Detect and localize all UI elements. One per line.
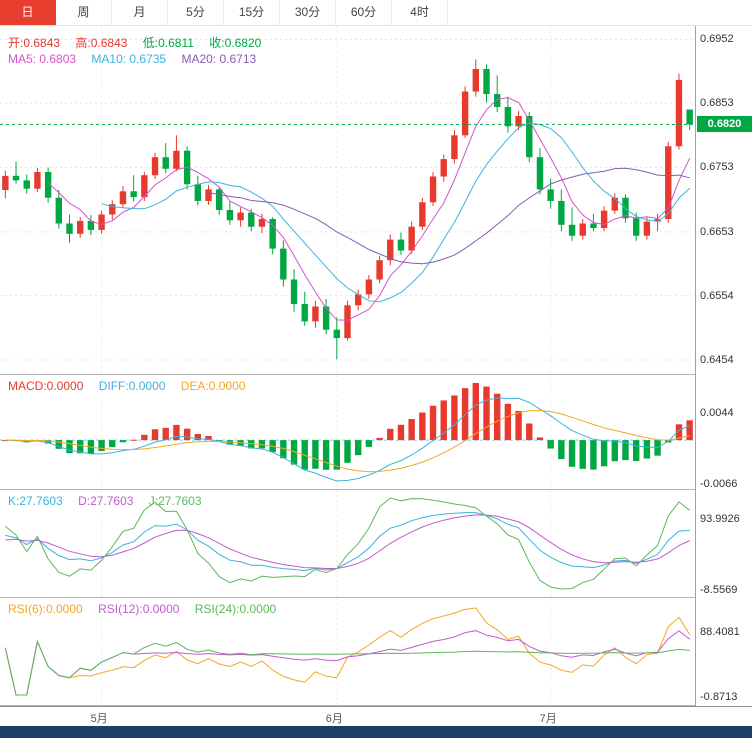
- kdj-axis-max: 93.9926: [700, 513, 740, 525]
- y-axis-label: 0.6454: [700, 353, 734, 366]
- chart-area: 开:0.6843 高:0.6843 低:0.6811 收:0.6820 MA5:…: [0, 26, 695, 706]
- x-axis: 5月 6月 7月: [0, 706, 752, 726]
- rsi-axis-max: 88.4081: [700, 626, 740, 638]
- x-axis-label: 6月: [325, 713, 343, 725]
- price-panel[interactable]: 开:0.6843 高:0.6843 低:0.6811 收:0.6820 MA5:…: [0, 26, 695, 375]
- y-axis-label: 0.6853: [700, 97, 734, 110]
- y-axis-label: 0.6952: [700, 33, 734, 46]
- tab-4hour[interactable]: 4时: [392, 0, 448, 25]
- tab-month[interactable]: 月: [112, 0, 168, 25]
- x-axis-label: 7月: [539, 713, 557, 725]
- timeframe-toolbar: 日 周 月 5分 15分 30分 60分 4时: [0, 0, 752, 26]
- current-price-badge: 0.6820: [697, 116, 752, 133]
- candlestick-chart[interactable]: [0, 26, 695, 374]
- tab-15min[interactable]: 15分: [224, 0, 280, 25]
- tab-week[interactable]: 周: [56, 0, 112, 25]
- bottom-bar: [0, 726, 752, 738]
- y-axis-label: 0.6554: [700, 289, 734, 302]
- price-axis: 0.6820 0.0044 -0.0066 93.9926 -8.5569 88…: [695, 26, 752, 706]
- tab-30min[interactable]: 30分: [280, 0, 336, 25]
- y-axis-label: 0.6653: [700, 225, 734, 238]
- rsi-axis-min: -0.8713: [700, 691, 738, 703]
- x-axis-label: 5月: [90, 713, 108, 725]
- kdj-chart[interactable]: [0, 490, 695, 597]
- tab-5min[interactable]: 5分: [168, 0, 224, 25]
- macd-panel[interactable]: MACD:0.0000 DIFF:0.0000 DEA:0.0000: [0, 375, 695, 490]
- rsi-panel[interactable]: RSI(6):0.0000 RSI(12):0.0000 RSI(24):0.0…: [0, 598, 695, 706]
- macd-axis-min: -0.0066: [700, 478, 738, 490]
- kdj-axis-min: -8.5569: [700, 584, 738, 596]
- rsi-chart[interactable]: [0, 598, 695, 705]
- kdj-panel[interactable]: K:27.7603 D:27.7603 J:27.7603: [0, 490, 695, 598]
- tab-60min[interactable]: 60分: [336, 0, 392, 25]
- macd-axis-max: 0.0044: [700, 407, 734, 419]
- y-axis-label: 0.6753: [700, 161, 734, 174]
- macd-chart[interactable]: [0, 375, 695, 489]
- tab-day[interactable]: 日: [0, 0, 56, 25]
